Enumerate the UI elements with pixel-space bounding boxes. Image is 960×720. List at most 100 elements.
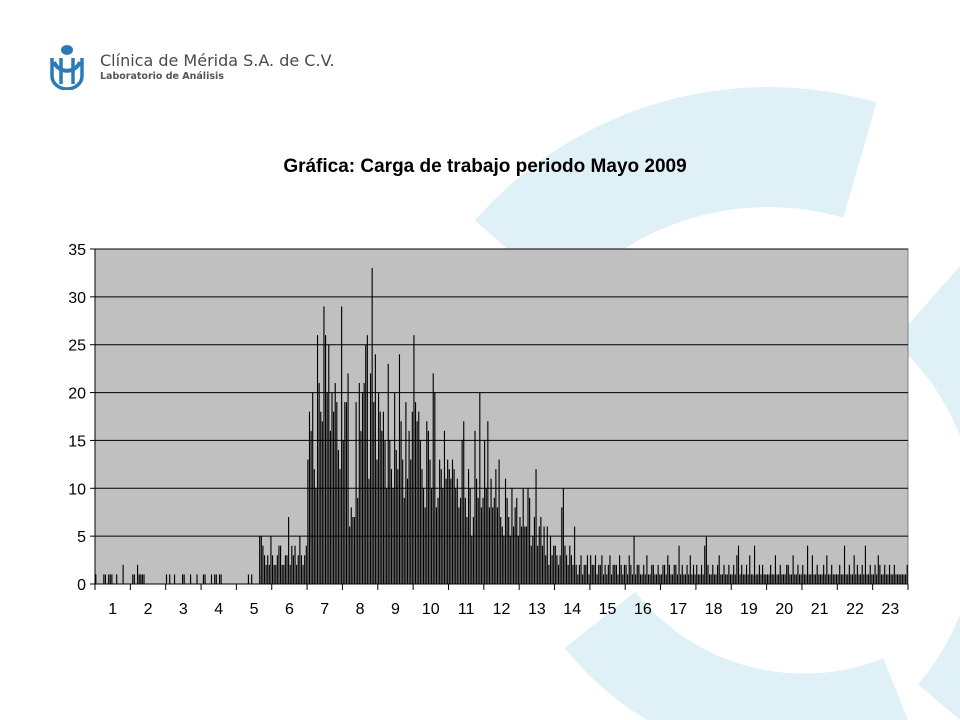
bar (419, 440, 421, 584)
bar (567, 564, 569, 584)
bar (819, 574, 821, 584)
bar (713, 574, 715, 584)
bar (275, 564, 277, 584)
bar (786, 564, 788, 584)
bar (458, 507, 460, 584)
bar (829, 574, 831, 584)
bar (530, 545, 532, 584)
bar (757, 574, 759, 584)
bar (890, 574, 892, 584)
bar (511, 488, 513, 584)
bar (374, 354, 376, 584)
bar (718, 555, 720, 584)
bar (847, 574, 849, 584)
bar (310, 430, 312, 584)
bar (684, 574, 687, 584)
bar (297, 555, 299, 584)
x-tick-label: 17 (669, 601, 687, 618)
bar (498, 459, 500, 584)
bar (636, 564, 638, 584)
bar (341, 306, 343, 584)
bar (371, 268, 373, 584)
bar (615, 564, 617, 584)
bar (268, 564, 270, 584)
bar (598, 564, 600, 584)
bar (790, 574, 793, 584)
bar (267, 555, 269, 584)
bar (562, 488, 564, 584)
bar (789, 574, 791, 584)
bar (726, 574, 728, 584)
company-logo: Clínica de Mérida S.A. de C.V. Laborator… (48, 44, 335, 90)
bar (749, 555, 751, 584)
bar (755, 574, 757, 584)
x-tick-label: 4 (214, 601, 223, 618)
bar (630, 564, 632, 584)
bar (673, 564, 675, 584)
bar (798, 574, 801, 584)
bar (794, 574, 796, 584)
bar (831, 564, 833, 584)
bar (734, 574, 736, 584)
bar (848, 564, 850, 584)
x-tick-label: 19 (740, 601, 758, 618)
bar (843, 545, 846, 584)
bar (752, 574, 754, 584)
bar (108, 574, 110, 584)
bar (325, 335, 327, 584)
bar (591, 564, 593, 584)
bar (451, 459, 454, 584)
bar (548, 564, 550, 584)
bar (435, 507, 437, 584)
bar (731, 574, 733, 584)
bar (350, 507, 352, 584)
bar (737, 545, 740, 584)
bar (871, 574, 873, 584)
bar (845, 574, 847, 584)
bar (861, 564, 863, 584)
bar (781, 574, 783, 584)
bar (305, 545, 307, 584)
bar (423, 488, 425, 584)
bar (538, 526, 540, 584)
bar (700, 564, 703, 584)
bar (852, 574, 854, 584)
bar (590, 555, 592, 584)
bar (140, 574, 142, 584)
bar (823, 564, 825, 584)
bar (723, 564, 725, 584)
bar (784, 574, 786, 584)
bar (190, 574, 192, 584)
bar (644, 574, 646, 584)
bar (143, 574, 145, 584)
bar (369, 373, 372, 584)
bar (612, 564, 614, 584)
bar (521, 526, 523, 584)
bar (104, 574, 107, 584)
bar (655, 574, 658, 584)
bar (366, 335, 368, 584)
bar (321, 421, 323, 584)
bar (525, 526, 527, 584)
bar (569, 545, 571, 584)
bar (281, 564, 283, 584)
bar (373, 402, 375, 584)
bar (467, 469, 470, 584)
bar (103, 574, 105, 584)
bar (291, 545, 293, 584)
bar (667, 555, 669, 584)
bar (376, 459, 378, 584)
bar (773, 574, 775, 584)
bar (866, 574, 868, 584)
bar (111, 574, 113, 584)
bar (512, 526, 515, 584)
bar (807, 545, 809, 584)
bar (455, 488, 457, 584)
bar (778, 574, 780, 584)
bar (668, 564, 670, 584)
bar (733, 564, 735, 584)
bar (304, 555, 306, 584)
x-tick-label: 15 (599, 601, 617, 618)
bar (753, 545, 756, 584)
